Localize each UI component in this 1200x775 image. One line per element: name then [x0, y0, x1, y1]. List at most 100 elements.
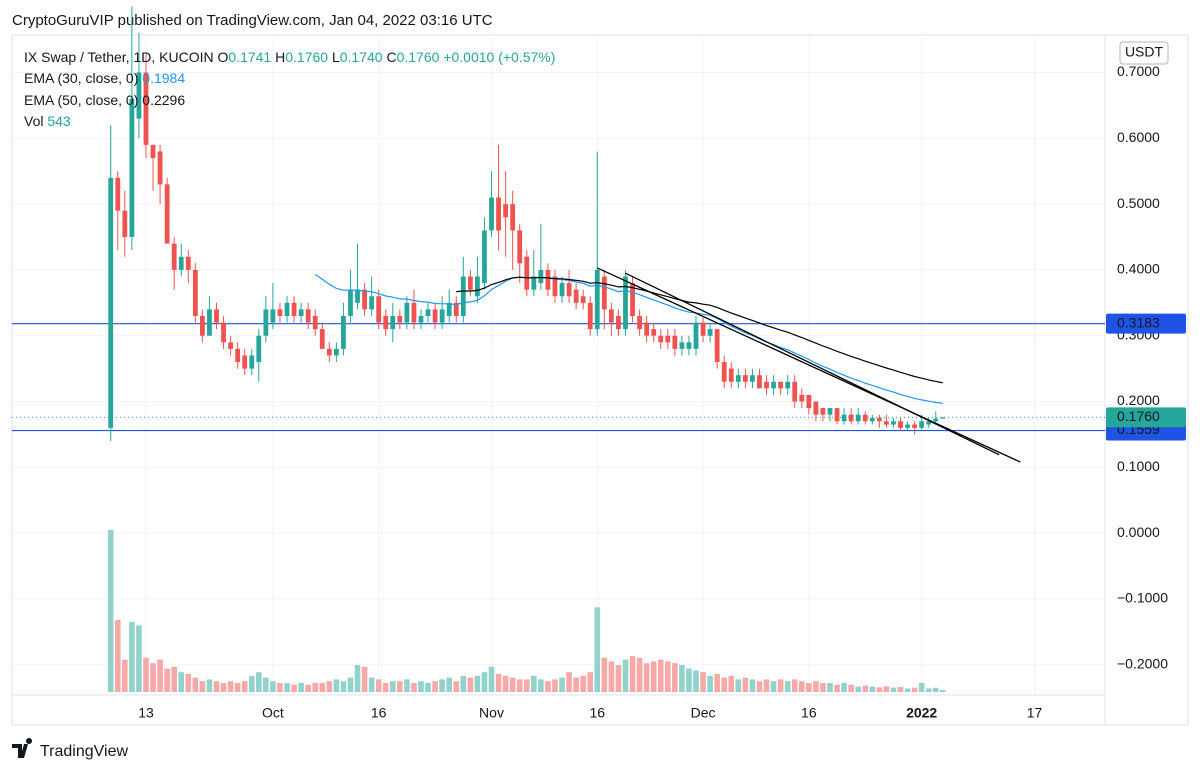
volume-bar — [594, 607, 601, 692]
candle-body — [425, 309, 431, 316]
x-tick-label: 13 — [138, 705, 154, 721]
candle-body — [460, 276, 466, 316]
candle-body — [771, 381, 776, 389]
volume-bar — [672, 663, 678, 692]
candle-body — [750, 375, 755, 382]
candle-body — [651, 329, 657, 336]
legend-row: EMA (50, close, 0) 0.2296 — [24, 92, 189, 108]
candle-body — [658, 335, 664, 343]
candle-body — [566, 283, 572, 297]
candle-body — [693, 322, 699, 349]
candle-body — [580, 296, 586, 303]
candle-body — [122, 210, 128, 238]
candle-body — [721, 362, 727, 382]
volume-bar — [608, 661, 615, 692]
volume-bar — [538, 679, 544, 692]
candle-body — [355, 289, 360, 303]
candle-body — [891, 421, 896, 425]
y-tick-label: 0.7000 — [1117, 63, 1160, 79]
indicator-value: 0.2296 — [142, 92, 185, 108]
candle-body — [594, 269, 600, 330]
volume-bar — [777, 679, 784, 692]
candle-body — [348, 289, 353, 316]
candle-body — [552, 276, 558, 297]
candle-body — [855, 414, 861, 422]
volume-bar — [150, 663, 156, 692]
grid — [12, 35, 1105, 695]
x-tick-label: 17 — [1027, 705, 1043, 721]
price-tag — [1106, 313, 1186, 334]
ohlc-value: 0.1740 — [340, 49, 383, 65]
candle-body — [256, 335, 262, 363]
candle-body — [496, 197, 501, 231]
candle-body — [841, 414, 847, 422]
candle-body — [926, 421, 932, 425]
volume-bar — [347, 677, 354, 692]
y-tick-label: 0.2000 — [1117, 392, 1160, 408]
currency: USDT — [1125, 44, 1164, 60]
candle-body — [912, 424, 918, 428]
candle-body — [150, 144, 156, 159]
currency-box[interactable] — [1119, 41, 1169, 65]
volume-bar — [234, 683, 241, 692]
candle-body — [764, 381, 769, 389]
candle-body — [714, 329, 720, 363]
volume-bar — [813, 681, 819, 692]
volume-bar — [418, 681, 424, 692]
volume-bar — [114, 620, 121, 692]
volume-bar — [509, 677, 516, 692]
volume-bar — [248, 675, 255, 692]
volume-bar — [333, 679, 340, 692]
candle-body — [616, 315, 621, 330]
candle-body — [129, 98, 135, 238]
volume-bar — [756, 681, 763, 692]
indicator-name: EMA (30, close, 0) — [24, 70, 138, 86]
x-tick-label: Nov — [479, 705, 504, 721]
x-tick-label: Oct — [262, 705, 284, 721]
ohlc-label: H — [275, 49, 285, 65]
candle-body — [806, 394, 812, 409]
candle-body — [869, 417, 875, 422]
candle-body — [108, 177, 114, 428]
price-tag-label: 0.3183 — [1117, 314, 1160, 330]
y-tick-label: −0.1000 — [1117, 590, 1168, 606]
x-tick-label: 16 — [589, 705, 605, 721]
volume-bar — [657, 659, 664, 692]
ohlc-label: L — [332, 49, 340, 65]
candle-body — [157, 151, 163, 185]
volume-bar — [171, 666, 177, 692]
x-tick-label: 16 — [371, 705, 387, 721]
candle-body — [383, 315, 389, 330]
volume-bar — [129, 621, 135, 692]
chart-frame — [11, 34, 1189, 726]
candle-body — [728, 368, 734, 382]
volume-bar — [763, 679, 770, 692]
volume-bar — [615, 665, 622, 692]
candle-body — [207, 309, 212, 336]
volume-bar — [213, 681, 220, 692]
candle-body — [235, 348, 241, 363]
volume-bar — [326, 681, 333, 692]
volume-value: 543 — [47, 113, 71, 129]
candle-body — [326, 348, 332, 356]
volume-bar — [784, 681, 791, 692]
volume-bar — [263, 677, 269, 692]
candle-body — [876, 417, 882, 422]
candle-body — [221, 322, 226, 343]
candle-body — [199, 315, 205, 336]
volume-bar — [136, 625, 142, 692]
candle-body — [545, 269, 551, 290]
volume-bar — [932, 687, 939, 692]
candle-body — [362, 289, 367, 310]
trendline — [625, 272, 1000, 456]
volume-bar — [890, 687, 897, 692]
volume-bar — [629, 656, 636, 692]
volume-bar — [798, 681, 805, 692]
footer-logo: TradingView — [12, 738, 128, 760]
volume-bar — [206, 679, 213, 692]
candle-body — [517, 230, 523, 264]
header-title: CryptoGuruVIP published on TradingView.c… — [12, 12, 493, 29]
volume-bar — [305, 684, 311, 692]
ohlc-value: 0.1760 — [397, 49, 440, 65]
